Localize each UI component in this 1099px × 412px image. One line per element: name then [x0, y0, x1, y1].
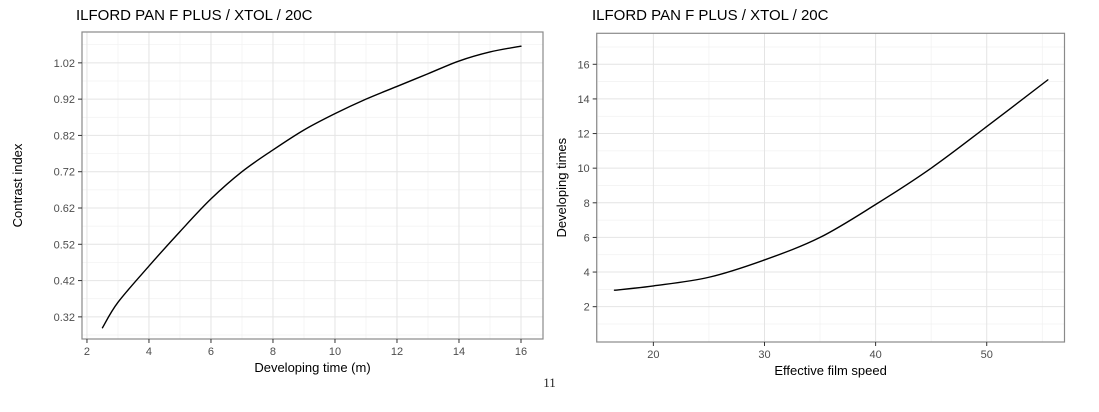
x-tick-label: 8	[270, 346, 276, 358]
x-tick-label: 40	[869, 349, 881, 361]
y-tick-label: 0.92	[54, 94, 75, 106]
y-tick-label: 10	[577, 163, 589, 175]
x-tick-label: 30	[758, 349, 770, 361]
chart-title: ILFORD PAN F PLUS / XTOL / 20C	[76, 7, 313, 24]
y-tick-label: 6	[584, 232, 590, 244]
contrast-index-curve	[101, 45, 522, 329]
x-tick-label: 6	[208, 346, 214, 358]
y-tick-label: 0.62	[54, 203, 75, 215]
y-axis-label: Contrast index	[10, 143, 25, 227]
y-tick-label: 0.42	[54, 276, 75, 288]
x-tick-label: 2	[84, 346, 90, 358]
x-tick-label: 4	[146, 346, 152, 358]
x-tick-label: 50	[981, 349, 993, 361]
panel	[596, 33, 1065, 343]
page-number: 11	[543, 375, 556, 390]
y-tick-label: 0.52	[54, 239, 75, 251]
x-tick-label: 14	[453, 346, 465, 358]
y-tick-label: 12	[577, 129, 589, 141]
y-tick-label: 16	[577, 59, 589, 71]
y-tick-label: 14	[577, 94, 589, 106]
developing-time-curve	[613, 79, 1049, 291]
y-tick-label: 0.72	[54, 167, 75, 179]
y-tick-label: 0.82	[54, 130, 75, 142]
y-tick-label: 2	[584, 302, 590, 314]
y-tick-label: 4	[584, 267, 590, 279]
y-tick-label: 8	[584, 198, 590, 210]
panel-border	[81, 31, 544, 340]
x-axis-label: Effective film speed	[774, 363, 886, 378]
x-tick-label: 10	[329, 346, 341, 358]
right-chart: 20 30 40 50 2 4 6 8 10 12 14 16 Effective film speed…	[554, 7, 1066, 378]
x-tick-label: 20	[647, 349, 659, 361]
panel-border	[596, 32, 1066, 343]
x-tick-label: 12	[391, 346, 403, 358]
x-axis-label: Developing time (m)	[254, 360, 370, 375]
chart-title: ILFORD PAN F PLUS / XTOL / 20C	[592, 7, 829, 24]
x-tick-label: 16	[515, 346, 527, 358]
y-axis-label: Developing times	[554, 137, 569, 237]
left-chart: 2 4 6 8 10 12 14 16 0.32 0.42 0.52 0.62 0.72 0.82 0.92…	[10, 7, 544, 375]
y-tick-label: 1.02	[54, 58, 75, 70]
panel	[82, 32, 543, 339]
y-tick-label: 0.32	[54, 312, 75, 324]
